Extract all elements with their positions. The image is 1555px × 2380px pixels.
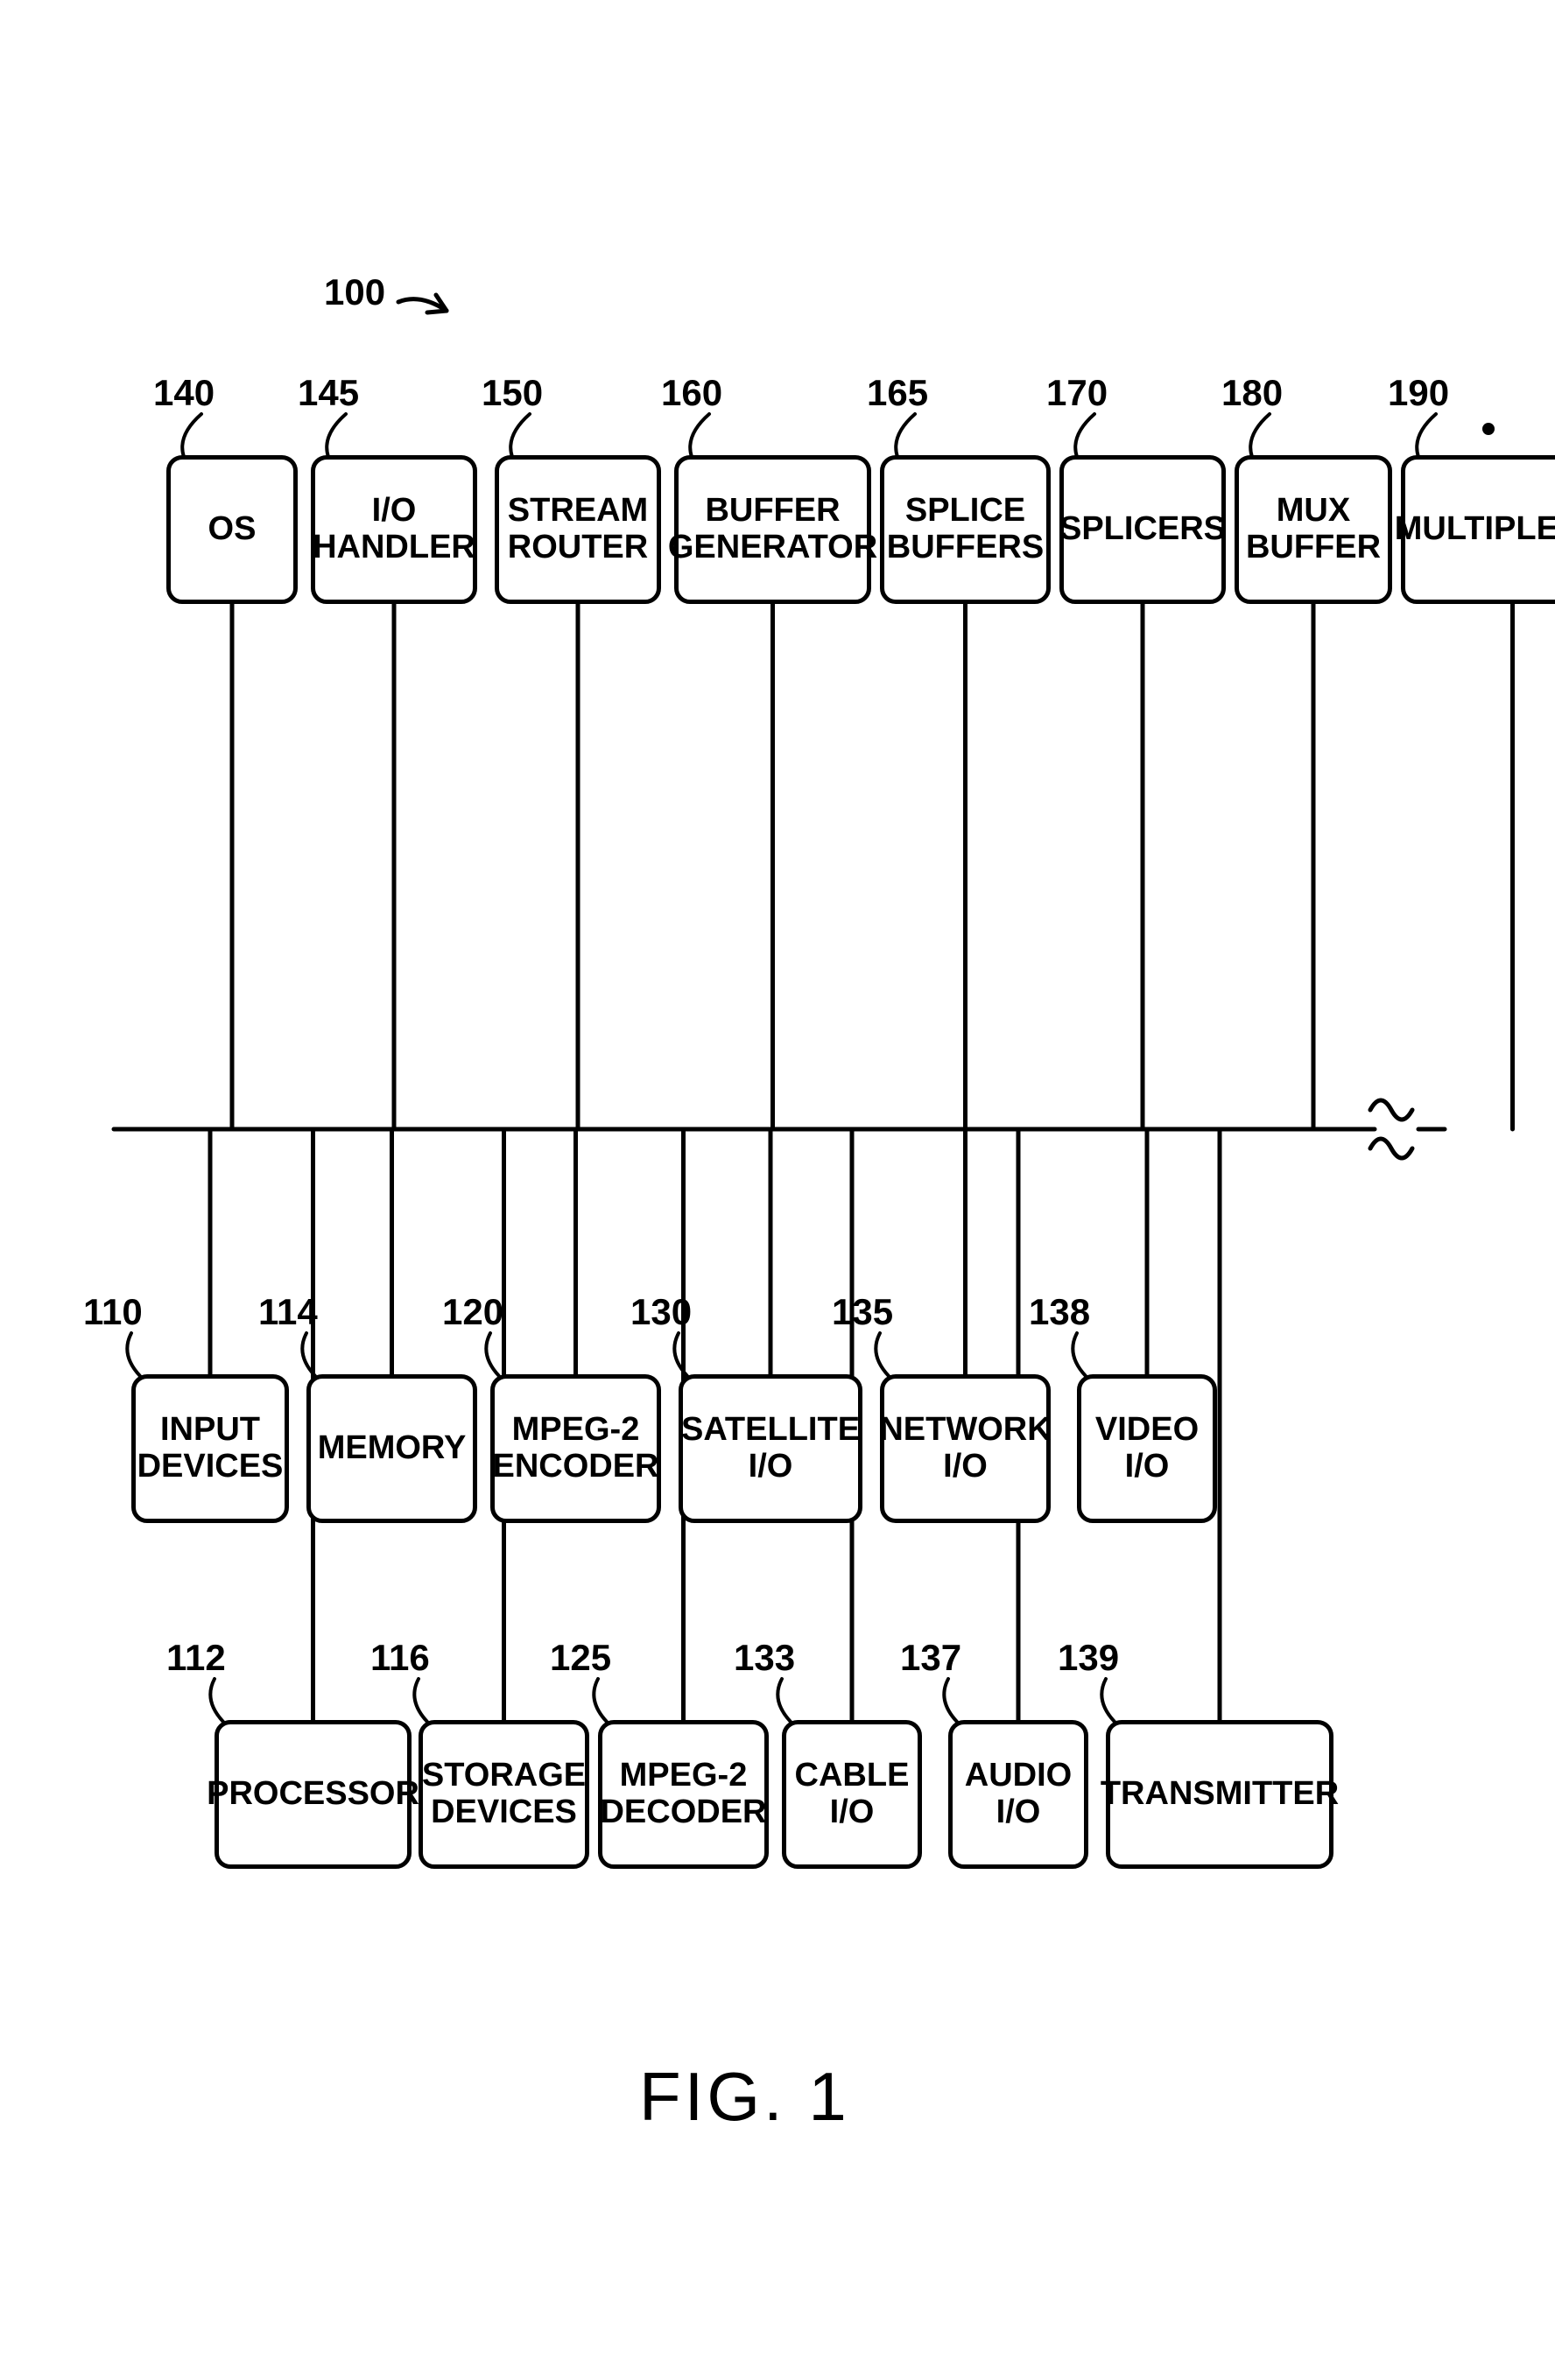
ref-os: 140 <box>153 372 215 414</box>
block-mpeg2_enc: MPEG-2 ENCODER <box>490 1374 661 1523</box>
ref-video_io: 138 <box>1029 1291 1090 1333</box>
ref-mux_buffer: 180 <box>1221 372 1283 414</box>
block-video_io: VIDEO I/O <box>1077 1374 1217 1523</box>
ref-mpeg2_enc: 120 <box>442 1291 503 1333</box>
block-mpeg2_dec: MPEG-2 DECODER <box>598 1720 769 1869</box>
block-io_handler: I/O HANDLER <box>311 455 477 604</box>
block-memory: MEMORY <box>306 1374 477 1523</box>
block-input_devices: INPUT DEVICES <box>131 1374 289 1523</box>
block-splice_buffers: SPLICE BUFFERS <box>880 455 1051 604</box>
ref-cable_io: 133 <box>734 1637 795 1679</box>
system-ref-label: 100 <box>324 271 385 313</box>
block-multiplexor: MULTIPLEXOR <box>1401 455 1555 604</box>
ref-network_io: 135 <box>832 1291 893 1333</box>
ref-splicers: 170 <box>1046 372 1108 414</box>
ref-processor: 112 <box>166 1637 226 1679</box>
bus-wires <box>0 0 1555 2380</box>
ref-buffer_gen: 160 <box>661 372 722 414</box>
block-buffer_gen: BUFFER GENERATOR <box>674 455 871 604</box>
block-cable_io: CABLE I/O <box>782 1720 922 1869</box>
block-satellite_io: SATELLITE I/O <box>679 1374 862 1523</box>
block-splicers: SPLICERS <box>1059 455 1226 604</box>
ref-splice_buffers: 165 <box>867 372 928 414</box>
ref-storage: 116 <box>370 1637 430 1679</box>
block-storage: STORAGE DEVICES <box>419 1720 589 1869</box>
block-mux_buffer: MUX BUFFER <box>1235 455 1392 604</box>
ref-multiplexor: 190 <box>1388 372 1449 414</box>
diagram-canvas: 100 OS 140 I/O HANDLER 145 STREAM ROUTER 150 BU… <box>0 0 1555 2380</box>
block-transmitter: TRANSMITTER <box>1106 1720 1333 1869</box>
ref-memory: 114 <box>258 1291 318 1333</box>
figure-caption: FIG. 1 <box>639 2057 850 2137</box>
ref-audio_io: 137 <box>900 1637 961 1679</box>
ref-io_handler: 145 <box>298 372 359 414</box>
ref-input_devices: 110 <box>83 1291 143 1333</box>
block-network_io: NETWORK I/O <box>880 1374 1051 1523</box>
block-stream_router: STREAM ROUTER <box>495 455 661 604</box>
ref-stream_router: 150 <box>482 372 543 414</box>
ref-mpeg2_dec: 125 <box>550 1637 611 1679</box>
block-processor: PROCESSOR <box>215 1720 412 1869</box>
ref-transmitter: 139 <box>1058 1637 1119 1679</box>
block-audio_io: AUDIO I/O <box>948 1720 1088 1869</box>
block-os: OS <box>166 455 298 604</box>
ref-satellite_io: 130 <box>630 1291 692 1333</box>
